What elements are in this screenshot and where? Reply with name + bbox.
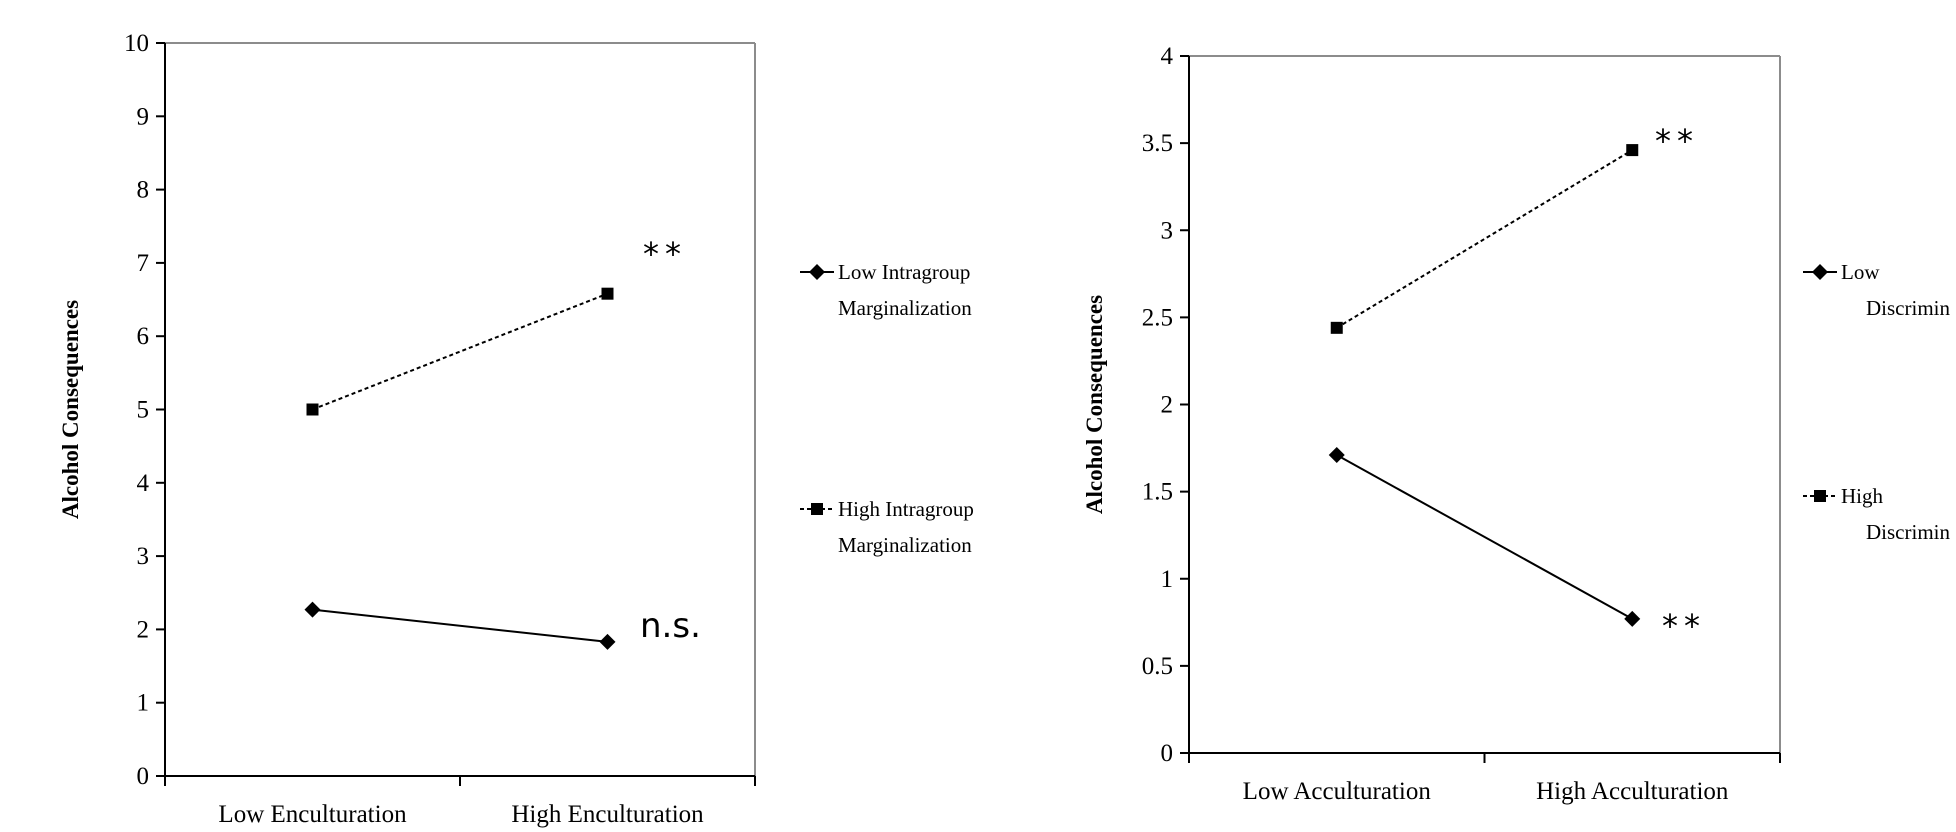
- y-tick-label: 6: [137, 323, 150, 350]
- y-tick-label: 0: [137, 763, 150, 790]
- data-point-diamond: [1328, 447, 1345, 464]
- y-tick-label: 2: [137, 616, 150, 643]
- y-tick-label: 10: [124, 30, 149, 57]
- significance-annotation: **: [643, 235, 687, 273]
- y-tick-label: 1.5: [1142, 479, 1173, 506]
- data-point-diamond: [1624, 610, 1641, 627]
- y-tick-label: 7: [137, 250, 150, 277]
- y-axis-title: Alcohol Consequences: [1082, 295, 1107, 514]
- y-tick-label: 5: [137, 397, 150, 424]
- legend-label: High: [1841, 484, 1884, 508]
- y-tick-label: 1: [137, 690, 150, 717]
- data-point-square: [601, 287, 614, 300]
- chart-enculturation: 0 1 2 3 4 5 6 7 8 9 10 Low Enculturation High Encult…: [58, 30, 974, 828]
- significance-annotation: **: [1655, 122, 1699, 160]
- data-point-square: [1330, 321, 1343, 334]
- x-tick-label: High Enculturation: [511, 801, 704, 828]
- y-tick-label: 3: [137, 543, 150, 570]
- legend-marker-diamond: [1812, 264, 1828, 280]
- legend-marker-diamond: [809, 264, 825, 280]
- x-tick-label: High Acculturation: [1536, 778, 1729, 805]
- legend-label: Marginalization: [838, 296, 972, 320]
- series-line: [1336, 454, 1633, 620]
- legend-label: Low Intragroup: [838, 260, 970, 284]
- legend-marker-square: [1814, 490, 1826, 502]
- series-line: [1336, 149, 1633, 329]
- legend-label: Discrimin: [1866, 520, 1950, 544]
- series-line: [312, 608, 608, 643]
- y-tick-label: 3: [1161, 217, 1174, 244]
- significance-annotation: n.s.: [640, 606, 701, 646]
- legend-marker-square: [811, 503, 823, 515]
- legend-label: Discrimin: [1866, 296, 1950, 320]
- chart-acculturation: 0 0.5 1 1.5 2 2.5 3 3.5 4 Low Acculturation High A…: [1082, 43, 1950, 805]
- y-tick-label: 4: [1161, 43, 1174, 70]
- y-tick-label: 0.5: [1142, 653, 1173, 680]
- y-tick-label: 3.5: [1142, 130, 1173, 157]
- data-point-diamond: [304, 601, 321, 618]
- y-axis-title: Alcohol Consequences: [58, 300, 83, 519]
- y-tick-label: 9: [137, 103, 150, 130]
- data-point-diamond: [599, 633, 616, 650]
- y-tick-label: 2: [1161, 392, 1174, 419]
- x-tick-label: Low Enculturation: [218, 801, 407, 828]
- y-tick-label: 4: [137, 470, 150, 497]
- legend-label: Low: [1841, 260, 1880, 284]
- y-tick-label: 0: [1161, 740, 1174, 767]
- data-point-square: [306, 403, 319, 416]
- significance-annotation: **: [1662, 607, 1706, 645]
- legend-label: Marginalization: [838, 533, 972, 557]
- y-tick-label: 2.5: [1142, 304, 1173, 331]
- data-point-square: [1626, 144, 1639, 157]
- series-line: [312, 292, 608, 411]
- y-tick-label: 8: [137, 177, 150, 204]
- x-tick-label: Low Acculturation: [1243, 778, 1432, 805]
- y-tick-label: 1: [1161, 566, 1174, 593]
- legend-label: High Intragroup: [838, 497, 974, 521]
